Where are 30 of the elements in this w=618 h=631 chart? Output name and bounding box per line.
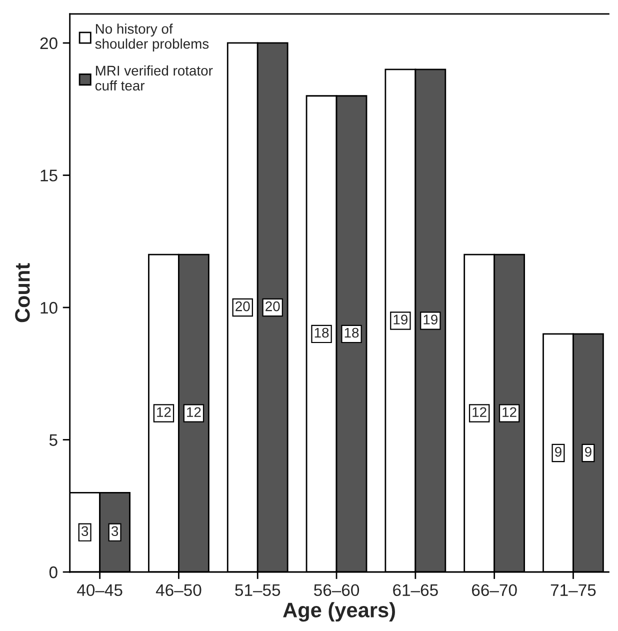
x-tick-label: 40–45 [77, 584, 122, 596]
data-label: 20 [266, 301, 280, 312]
data-label: 9 [585, 446, 592, 457]
legend-label: No history of shoulder problems [95, 24, 209, 52]
x-tick-label: 51–55 [235, 584, 280, 596]
x-tick-label: 46–50 [156, 584, 202, 596]
y-tick-label: 0 [49, 566, 58, 578]
data-label: 12 [472, 407, 486, 417]
data-label: 19 [424, 314, 438, 324]
x-axis-title: Age (years) [283, 602, 395, 622]
data-label: 19 [394, 314, 408, 324]
data-label: 20 [236, 301, 250, 312]
data-label: 9 [555, 446, 562, 457]
y-tick-label: 10 [40, 302, 58, 314]
legend-label: MRI verified rotator cuff tear [95, 65, 213, 91]
data-label: 12 [157, 407, 171, 417]
y-tick-label: 20 [40, 37, 58, 50]
y-tick-label: 5 [49, 434, 58, 446]
data-label: 3 [111, 526, 118, 536]
y-axis-title: Count [15, 263, 30, 322]
y-tick-label: 15 [40, 170, 58, 182]
data-label: 12 [187, 407, 201, 417]
x-tick-label: 61–65 [393, 584, 438, 596]
x-tick-label: 71–75 [550, 584, 596, 596]
x-tick-label: 66–70 [472, 584, 517, 596]
x-tick-label: 56–60 [314, 584, 360, 596]
data-label: 12 [502, 407, 516, 417]
data-label: 3 [81, 526, 88, 536]
data-label: 18 [344, 328, 359, 338]
data-label: 18 [314, 328, 329, 338]
